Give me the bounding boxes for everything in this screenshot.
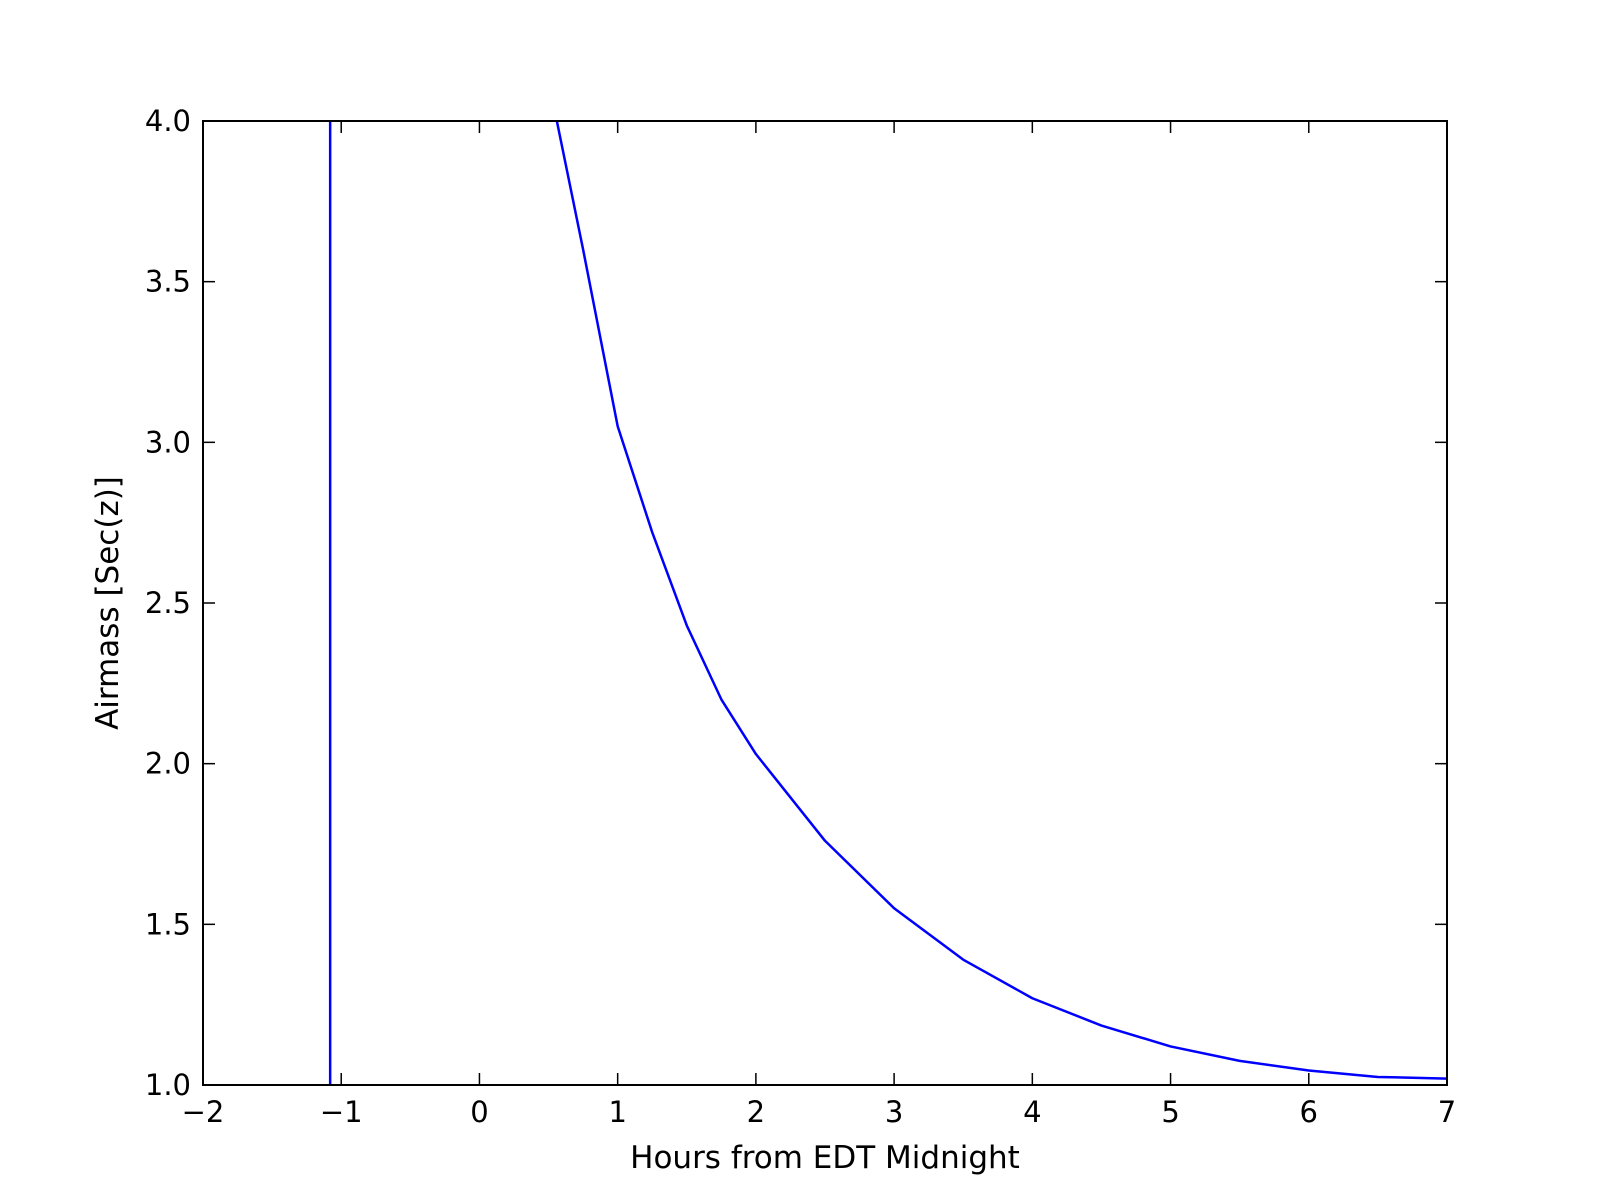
y-tick-label: 1.5 xyxy=(145,907,191,941)
x-tick-label: 2 xyxy=(747,1095,765,1129)
y-axis-label: Airmass [Sec(z)] xyxy=(90,476,126,730)
y-tick-label: 2.5 xyxy=(145,586,191,620)
x-tick-label: 1 xyxy=(608,1095,626,1129)
x-tick-label: −1 xyxy=(320,1095,363,1129)
plot-frame xyxy=(202,120,1448,1086)
y-tick-label: 3.0 xyxy=(145,425,191,459)
series-layer xyxy=(328,121,1447,1085)
x-tick-label: 0 xyxy=(470,1095,488,1129)
x-tick-label: 4 xyxy=(1023,1095,1041,1129)
x-tick-label: 7 xyxy=(1438,1095,1456,1129)
y-tick-label: 4.0 xyxy=(145,104,191,138)
x-tick-label: 6 xyxy=(1300,1095,1318,1129)
y-tick-label: 2.0 xyxy=(145,747,191,781)
x-tick-label: −2 xyxy=(182,1095,225,1129)
y-tick-label: 3.5 xyxy=(145,265,191,299)
tick-layer: −2 −1 0 1 2 3 4 5 6 7 1.0 1.5 2.0 2.5 3.0 3.5 4.0 xyxy=(145,104,1456,1129)
x-tick-label: 3 xyxy=(885,1095,903,1129)
x-axis-label: Hours from EDT Midnight xyxy=(630,1140,1020,1176)
y-tick-label: 1.0 xyxy=(145,1068,191,1102)
series-line-2 xyxy=(555,121,1447,1080)
x-tick-label: 5 xyxy=(1161,1095,1179,1129)
